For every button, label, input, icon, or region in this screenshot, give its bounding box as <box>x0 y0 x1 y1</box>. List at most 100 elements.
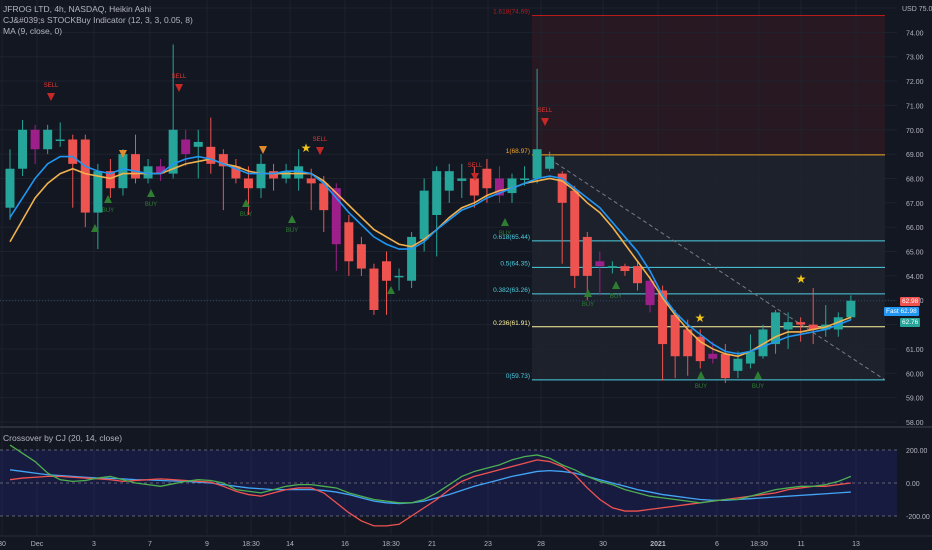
candle-body <box>683 329 693 357</box>
trend-line <box>549 158 886 381</box>
candle-body <box>607 266 617 268</box>
ma-fast-line <box>9 155 852 355</box>
buy-arrow <box>612 281 620 289</box>
price-axis-label: 61.00 <box>906 347 924 354</box>
candle-body <box>30 129 40 150</box>
oscillator-legend[interactable]: Crossover by CJ (20, 14, close) <box>3 433 123 443</box>
candle-body <box>620 266 630 272</box>
candle-body <box>582 236 592 276</box>
time-axis-label: 18:30 <box>242 541 260 548</box>
price-axis-label: 66.00 <box>906 225 924 232</box>
buy-arrow <box>104 195 112 203</box>
fib-label: 0.236(61.91) <box>493 320 530 327</box>
candle-body <box>231 166 241 179</box>
candle-body <box>394 275 404 278</box>
price-axis-label: 64.00 <box>906 274 924 281</box>
symbol-legend[interactable]: JFROG LTD, 4h, NASDAQ, Heikin Ashi <box>3 4 152 14</box>
candle-body <box>369 268 379 310</box>
candle-body <box>595 261 605 267</box>
candle-body <box>93 171 103 213</box>
candle-body <box>294 166 304 179</box>
candle-body <box>43 129 53 150</box>
fib-label: 0(59.73) <box>506 373 530 380</box>
candle-body <box>168 129 178 174</box>
candle-body <box>193 141 203 147</box>
candle-body <box>570 190 580 276</box>
sell-arrow <box>316 147 324 155</box>
price-axis-label: 72.00 <box>906 79 924 86</box>
fib-label: 0.618(65.44) <box>493 234 530 241</box>
candle-body <box>783 322 793 330</box>
buy-arrow <box>91 224 99 232</box>
buy-arrow <box>584 289 592 297</box>
price-tag-red: 62.98 <box>900 297 921 306</box>
indicator-legend[interactable]: CJ&#039;s STOCKBuy Indicator (12, 3, 3, … <box>3 15 193 25</box>
warn-arrow <box>259 146 267 154</box>
buy-arrow <box>697 371 705 379</box>
candle-body <box>55 139 65 142</box>
candle-body <box>494 178 504 196</box>
candle-body <box>520 178 530 180</box>
time-axis-label: 28 <box>537 541 545 548</box>
candle-body <box>545 156 555 169</box>
osc-axis-label: 0.00 <box>906 481 920 488</box>
price-tag-fast-prefix: Fast <box>886 308 899 315</box>
candle-body <box>658 290 668 345</box>
candle-body <box>708 353 718 359</box>
price-axis-label: 74.00 <box>906 30 924 37</box>
star-icon: ★ <box>695 311 706 325</box>
candle-body <box>846 300 856 318</box>
time-axis-label: 6 <box>715 541 719 548</box>
price-axis-label: 65.00 <box>906 250 924 257</box>
price-axis-label: 69.00 <box>906 152 924 159</box>
sell-arrow <box>47 93 55 101</box>
time-axis-label: 11 <box>797 541 804 548</box>
price-axis-label: 73.00 <box>906 55 924 62</box>
buy-arrow <box>242 199 250 207</box>
time-axis-label: 30 <box>0 541 6 548</box>
osc-axis-label: 200.00 <box>906 448 928 455</box>
buy-label: BUY <box>499 231 511 237</box>
candle-body <box>695 336 705 362</box>
fib-label: 1.618(74.69) <box>493 9 530 16</box>
sell-label: SELL <box>313 137 328 143</box>
candle-body <box>557 173 567 203</box>
candle-body <box>5 168 15 208</box>
time-axis-label: 30 <box>599 541 607 548</box>
time-axis-label: 23 <box>484 541 492 548</box>
price-tag-fast-value: 62.98 <box>900 308 917 315</box>
buy-label: BUY <box>695 384 707 390</box>
candle-body <box>131 154 140 179</box>
candle-body <box>808 324 818 330</box>
candle-body <box>243 178 253 189</box>
candle-body <box>670 314 680 357</box>
candle-body <box>745 351 755 364</box>
candle-body <box>281 171 291 179</box>
osc-green-line <box>9 444 852 504</box>
candle-body <box>758 329 768 357</box>
star-icon: ★ <box>301 141 312 155</box>
candle-body <box>356 244 366 269</box>
sell-arrow <box>175 84 183 92</box>
candle-body <box>156 166 166 174</box>
time-axis-label: 7 <box>148 541 152 548</box>
buy-arrow <box>387 286 395 294</box>
ma-legend[interactable]: MA (9, close, 0) <box>3 26 63 36</box>
price-tag-fast: Fast 62.98 <box>884 307 919 316</box>
time-axis-label: 9 <box>205 541 209 548</box>
time-axis-label: 14 <box>286 541 294 548</box>
fib-zone-upper <box>532 15 885 155</box>
price-axis-label: 60.00 <box>906 371 924 378</box>
candle-body <box>306 178 316 184</box>
price-tag-green: 62.76 <box>900 318 921 327</box>
buy-arrow <box>147 189 155 197</box>
price-axis-label: USD 75.00 <box>902 6 932 13</box>
buy-label: BUY <box>582 302 594 308</box>
price-axis-label: 68.00 <box>906 176 924 183</box>
candle-body <box>331 188 341 245</box>
buy-label: BUY <box>145 202 157 208</box>
sell-label: SELL <box>468 163 483 169</box>
sell-arrow <box>541 118 549 126</box>
price-axis-label: 71.00 <box>906 103 924 110</box>
